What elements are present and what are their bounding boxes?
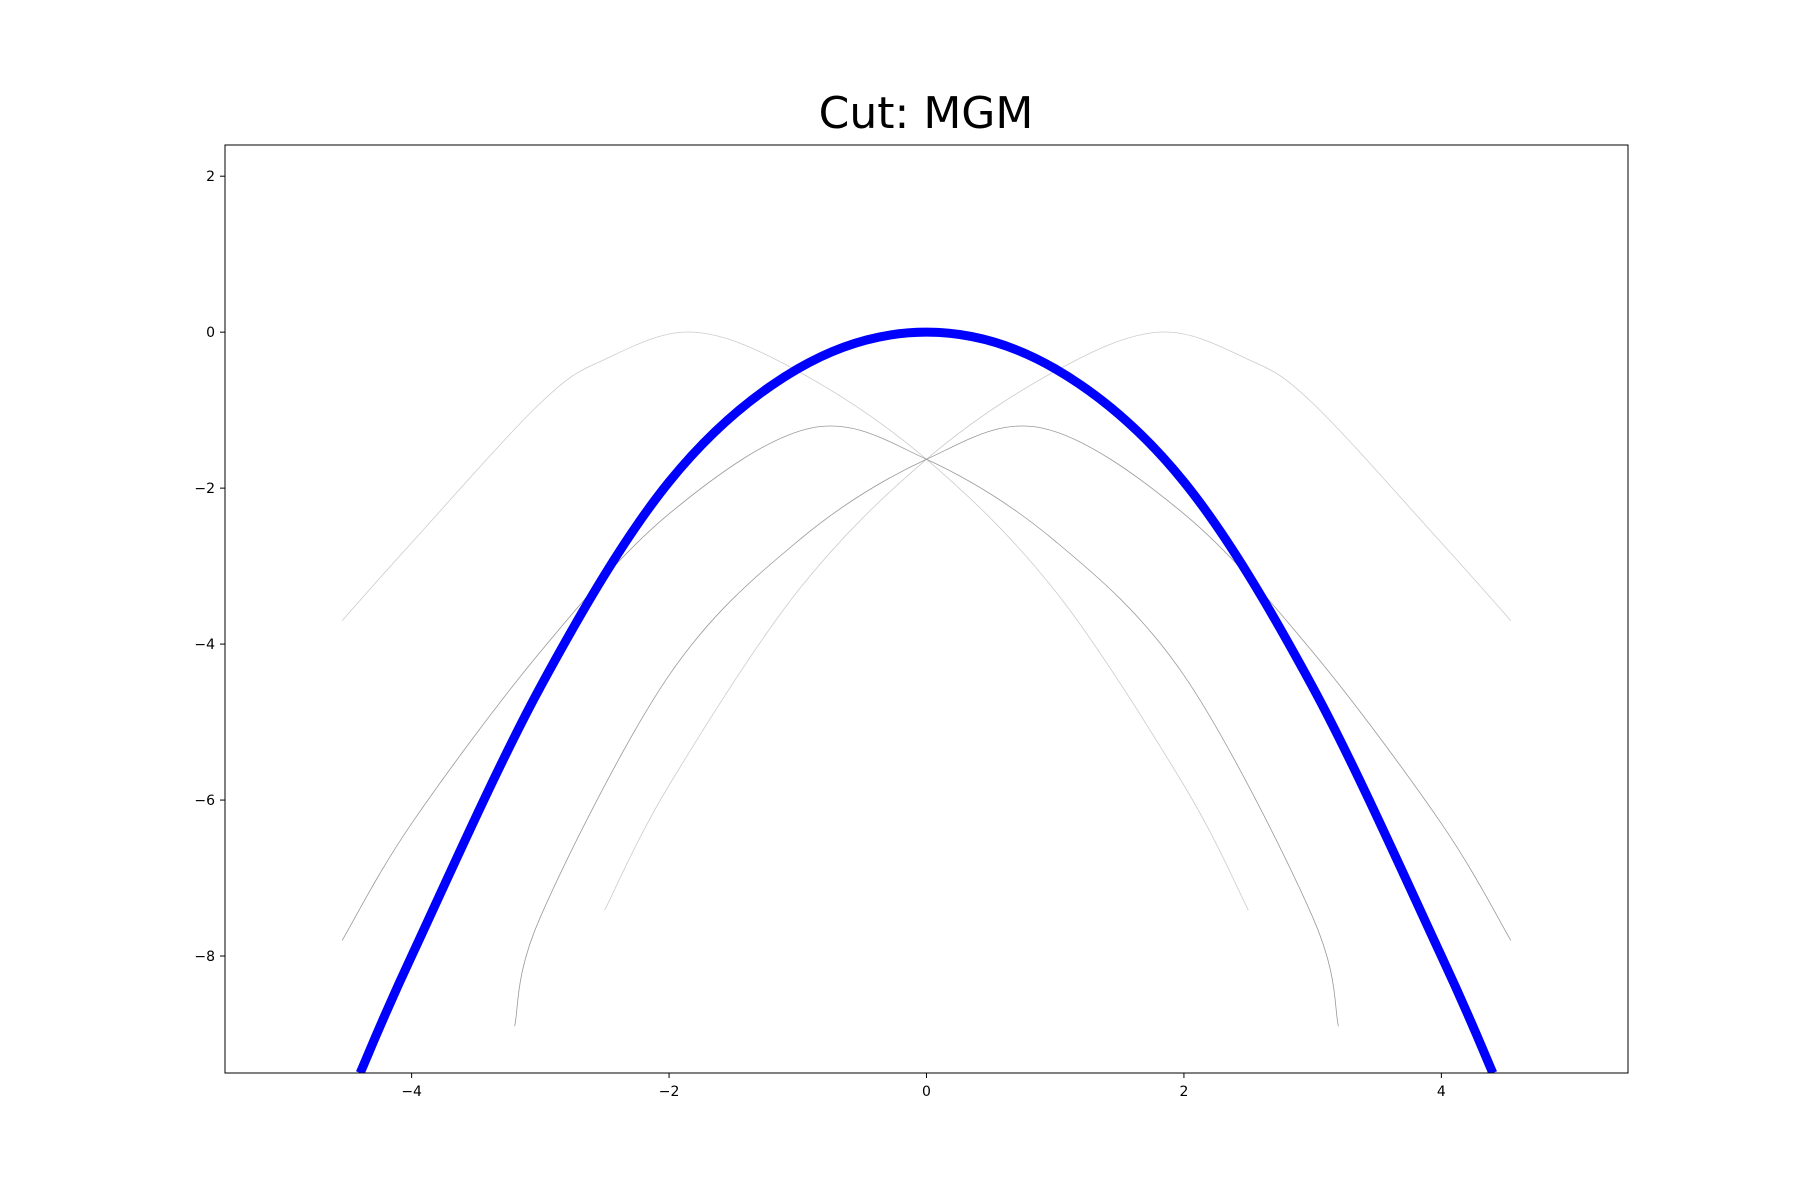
plot-area-frame [224,144,1629,1074]
series-line-0 [341,331,1249,911]
series-line-4 [356,327,1497,1073]
y-tick-label: −2 [194,481,215,497]
ticks-group: −4 −2 0 2 4 2 0 −2 −4 −6 −8 [194,169,1446,1100]
x-tick-label: 0 [922,1084,931,1100]
series-line-2 [341,425,1339,1027]
x-tick-label: 4 [1437,1084,1446,1100]
y-tick-label: 0 [206,325,215,341]
x-tick-label: −2 [659,1084,680,1100]
series-line-1 [604,331,1512,911]
y-tick-label: −8 [194,949,215,965]
y-tick-label: 2 [206,169,215,185]
curves-group [341,327,1512,1073]
x-tick-label: −4 [401,1084,422,1100]
x-tick-label: 2 [1179,1084,1188,1100]
y-tick-label: −6 [194,793,215,809]
chart-title: Cut: MGM [818,88,1034,139]
series-line-3 [514,425,1512,1027]
y-tick-label: −4 [194,637,215,653]
